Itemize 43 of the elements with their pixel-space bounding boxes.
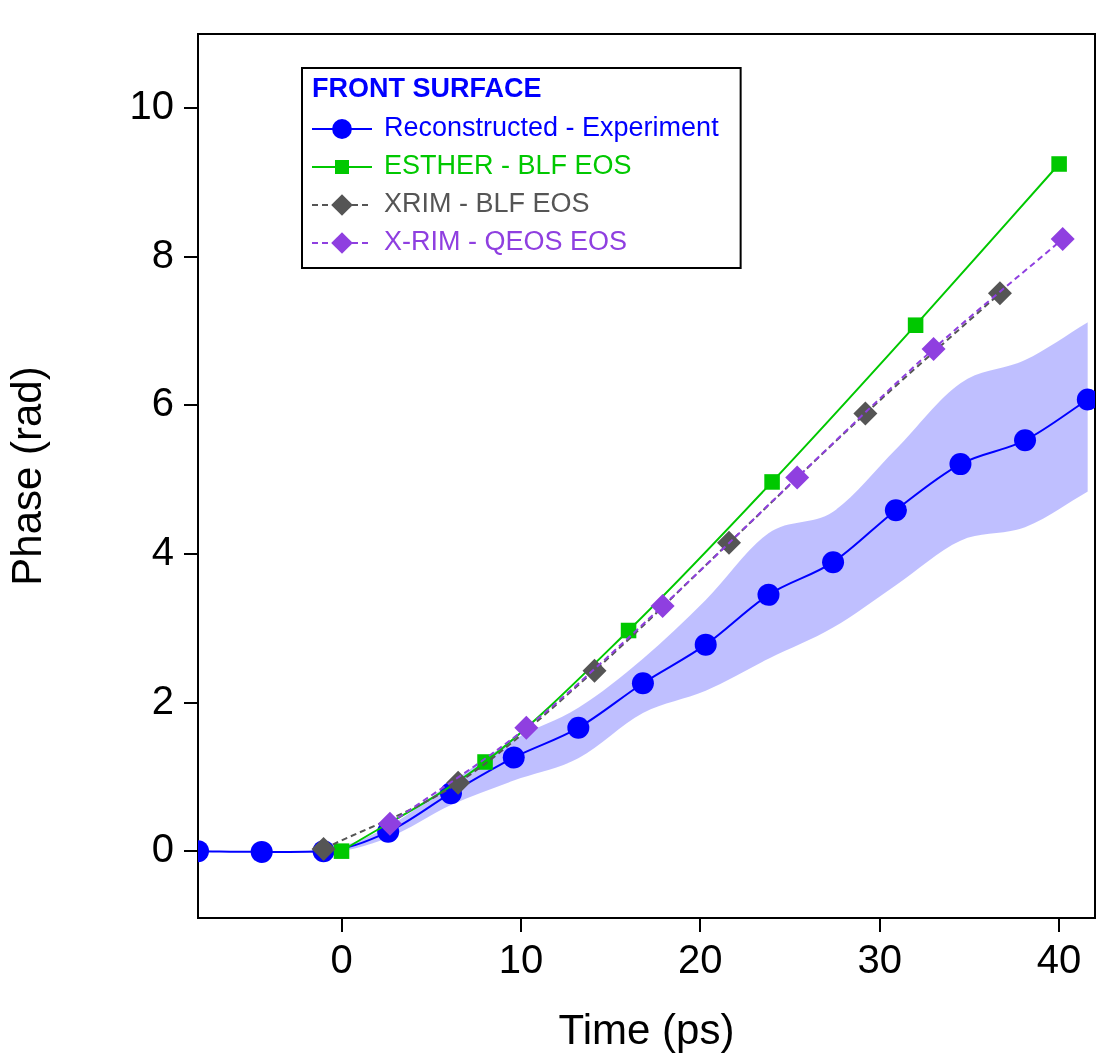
point: [377, 811, 402, 836]
point: [631, 672, 654, 695]
point: [757, 583, 780, 606]
x-axis-title: Time (ps): [558, 1006, 735, 1054]
x-tick-label: 30: [857, 937, 902, 982]
point: [694, 633, 717, 656]
point: [987, 281, 1012, 306]
legend-label: Reconstructed - Experiment: [384, 112, 720, 143]
y-tick-label: 2: [151, 677, 174, 722]
y-tick-label: 6: [151, 380, 174, 425]
point: [853, 401, 878, 426]
point: [949, 453, 972, 476]
point: [785, 465, 810, 490]
point: [250, 840, 273, 863]
legend-title: FRONT SURFACE: [312, 73, 542, 104]
legend-label: ESTHER - BLF EOS: [384, 150, 632, 181]
y-axis-title: Phase (rad): [2, 366, 50, 586]
point: [582, 658, 607, 683]
point: [822, 551, 845, 574]
legend-label: XRIM - BLF EOS: [384, 188, 590, 219]
y-tick-label: 0: [151, 826, 174, 871]
point: [333, 843, 350, 859]
x-tick-label: 40: [1036, 937, 1082, 982]
x-tick-label: 20: [678, 937, 723, 982]
point: [1051, 156, 1067, 172]
point: [567, 716, 590, 739]
point: [764, 474, 780, 490]
point: [1050, 227, 1075, 252]
point: [1014, 429, 1037, 452]
point: [502, 746, 525, 769]
point: [446, 770, 471, 795]
point: [921, 336, 946, 361]
y-tick-label: 4: [151, 529, 174, 574]
point: [650, 594, 675, 618]
legend-label: X-RIM - QEOS EOS: [384, 226, 628, 257]
y-tick-label: 8: [151, 231, 174, 276]
x-tick-label: 0: [330, 937, 353, 982]
y-tick-label: 10: [129, 83, 174, 128]
x-tick-label: 10: [498, 937, 544, 982]
point: [907, 317, 924, 333]
point: [514, 715, 539, 740]
point: [884, 499, 907, 522]
point: [717, 530, 742, 555]
